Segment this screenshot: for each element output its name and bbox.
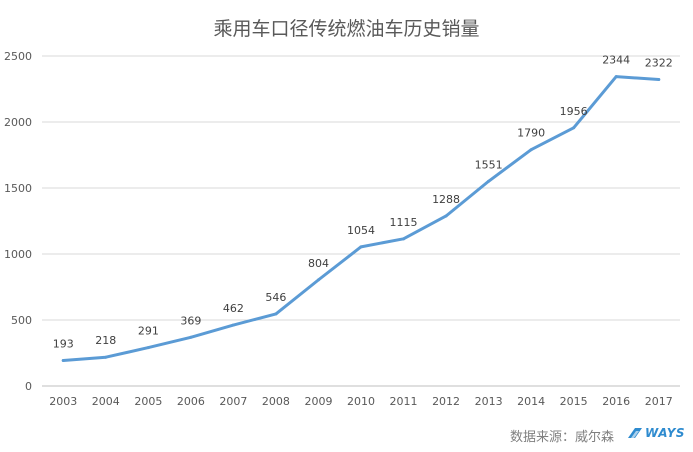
data-point (316, 278, 320, 282)
data-point (189, 335, 193, 339)
data-labels: 193 218 291 369 462 546 804 1054 1115 1288 1551 179… (53, 54, 673, 351)
data-label: 462 (223, 302, 244, 315)
grid-lines (42, 55, 680, 387)
data-point (657, 77, 661, 81)
data-label: 2344 (602, 54, 630, 67)
x-tick-label: 2005 (134, 395, 162, 408)
data-label: 1288 (432, 193, 460, 206)
source-note: 数据来源：威尔森 (510, 430, 615, 445)
data-point (146, 346, 150, 350)
x-tick-label: 2007 (219, 395, 247, 408)
data-point (231, 323, 235, 327)
data-point (614, 75, 618, 79)
y-tick-label: 2500 (4, 50, 32, 63)
data-label: 1790 (517, 127, 545, 140)
x-tick-label: 2004 (92, 395, 120, 408)
x-tick-label: 2014 (517, 395, 545, 408)
x-tick-label: 2013 (475, 395, 503, 408)
data-label: 1054 (347, 224, 375, 237)
x-tick-label: 2015 (560, 395, 588, 408)
data-point (444, 214, 448, 218)
x-tick-label: 2016 (602, 395, 630, 408)
x-tick-label: 2017 (645, 395, 673, 408)
brand-name: WAYS (645, 426, 686, 440)
data-label: 2322 (645, 56, 673, 69)
x-tick-label: 2006 (177, 395, 205, 408)
data-point (61, 359, 65, 363)
brand-logo: WAYS (627, 423, 685, 443)
data-point (274, 312, 278, 316)
y-tick-label: 2000 (4, 116, 32, 129)
data-point (487, 179, 491, 183)
x-tick-label: 2009 (304, 395, 332, 408)
y-tick-label: 500 (11, 314, 32, 327)
series-line (61, 75, 661, 363)
x-tick-label: 2010 (347, 395, 375, 408)
data-point (359, 245, 363, 249)
y-axis: 0 500 1000 1500 2000 2500 (4, 50, 32, 393)
chart-title: 乘用车口径传统燃油车历史销量 (213, 18, 480, 40)
data-point (402, 237, 406, 241)
x-tick-label: 2003 (49, 395, 77, 408)
data-label: 369 (180, 314, 201, 327)
x-tick-label: 2008 (262, 395, 290, 408)
data-label: 218 (95, 334, 116, 347)
brand-swoosh-icon (628, 428, 642, 438)
y-tick-label: 1500 (4, 182, 32, 195)
x-tick-label: 2011 (390, 395, 418, 408)
series-line-group (61, 75, 661, 363)
data-label: 546 (265, 291, 286, 304)
data-label: 291 (138, 325, 159, 338)
x-axis: 2003 2004 2005 2006 2007 2008 2009 2010 2011 2012… (49, 395, 672, 408)
data-point (104, 355, 108, 359)
data-point (572, 126, 576, 130)
data-label: 1956 (560, 105, 588, 118)
data-label: 1551 (475, 158, 503, 171)
data-label: 804 (308, 257, 329, 270)
y-tick-label: 1000 (4, 248, 32, 261)
y-tick-label: 0 (25, 380, 32, 393)
data-label: 1115 (390, 216, 418, 229)
x-tick-label: 2012 (432, 395, 460, 408)
data-point (529, 148, 533, 152)
data-label: 193 (53, 338, 74, 351)
